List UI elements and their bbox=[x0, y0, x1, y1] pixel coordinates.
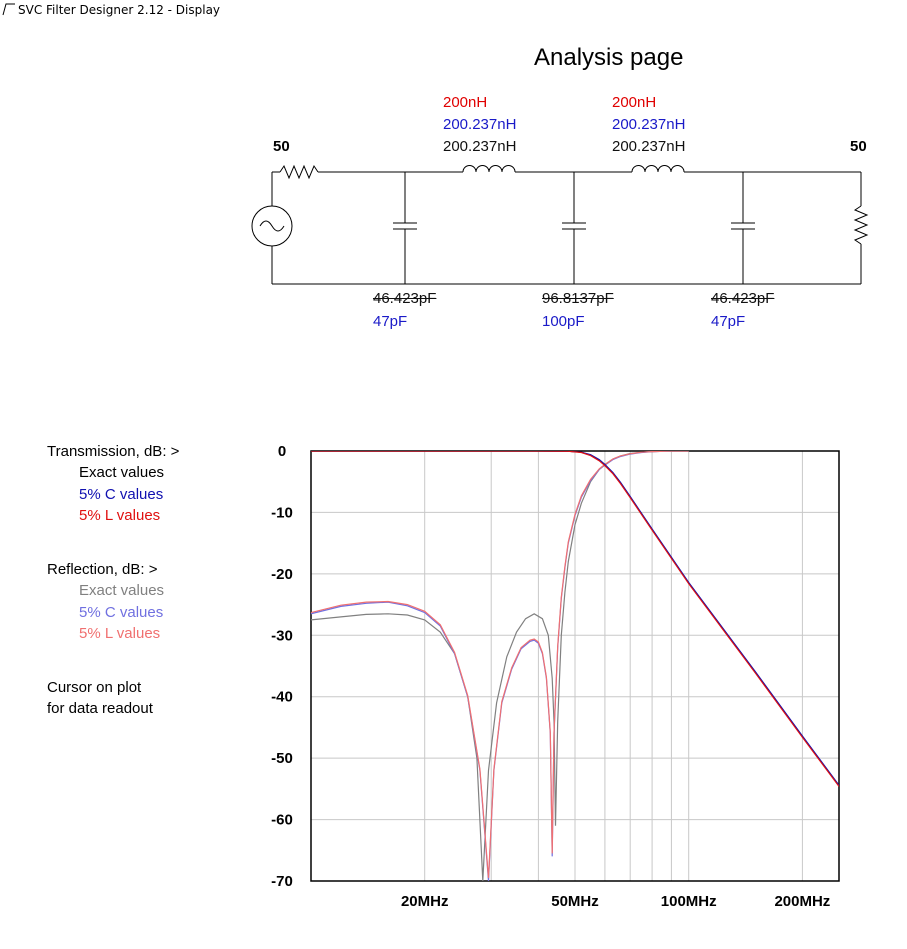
x-tick-label: 100MHz bbox=[661, 893, 717, 910]
series-line-reflection-5-c-values bbox=[311, 451, 689, 881]
l2-exact-label: 200.237nH bbox=[612, 138, 686, 155]
capacitor-2 bbox=[562, 172, 586, 284]
y-tick-label: -70 bbox=[271, 873, 293, 890]
y-tick-label: -20 bbox=[271, 566, 293, 583]
filter-schematic bbox=[251, 164, 869, 285]
legend-transmission-c-values: 5% C values bbox=[79, 486, 164, 503]
c2-nominal-label: 100pF bbox=[542, 313, 585, 330]
window-title: SVC Filter Designer 2.12 - Display bbox=[18, 3, 221, 17]
c2-exact-label: 96.8137pF bbox=[542, 290, 614, 307]
legend-reflection-exact: Exact values bbox=[79, 582, 165, 599]
y-tick-label: 0 bbox=[278, 443, 286, 460]
capacitor-3 bbox=[731, 172, 755, 284]
reflection-legend-header: Reflection, dB: > bbox=[47, 561, 158, 578]
filter-response-icon bbox=[2, 3, 15, 16]
source-impedance-label: 50 bbox=[273, 138, 290, 155]
inductor-2 bbox=[631, 165, 685, 173]
c1-nominal-label: 47pF bbox=[373, 313, 408, 330]
cursor-hint-line2: for data readout bbox=[47, 700, 153, 717]
y-tick-label: -10 bbox=[271, 504, 293, 521]
load-resistor bbox=[853, 205, 869, 245]
series-line-transmission-5-l-values bbox=[311, 451, 839, 787]
y-tick-label: -60 bbox=[271, 812, 293, 829]
x-tick-label: 50MHz bbox=[551, 893, 599, 910]
c3-nominal-label: 47pF bbox=[711, 313, 746, 330]
x-tick-label: 200MHz bbox=[774, 893, 830, 910]
l1-exact-label: 200.237nH bbox=[443, 138, 517, 155]
load-impedance-label: 50 bbox=[850, 138, 867, 155]
l1-nominal-label: 200nH bbox=[443, 94, 488, 111]
legend-reflection-l-values: 5% L values bbox=[79, 625, 161, 642]
plot-frame bbox=[310, 450, 840, 882]
l1-c-values-label: 200.237nH bbox=[443, 116, 517, 133]
series-line-reflection-5-l-values bbox=[311, 451, 689, 878]
x-tick-label: 20MHz bbox=[401, 893, 449, 910]
capacitor-1 bbox=[393, 172, 417, 284]
page-title: Analysis page bbox=[534, 44, 684, 71]
legend-transmission-exact: Exact values bbox=[79, 464, 165, 481]
transmission-legend-header: Transmission, dB: > bbox=[47, 443, 180, 460]
series-line-reflection-exact-values bbox=[311, 451, 689, 881]
l2-c-values-label: 200.237nH bbox=[612, 116, 686, 133]
c3-exact-label: 46.423pF bbox=[711, 290, 775, 307]
l2-nominal-label: 200nH bbox=[612, 94, 657, 111]
response-plot[interactable]: 0 -10 -20 -30 -40 -50 -60 -70 20MHz 50MHz 100MHz 20… bbox=[0, 430, 907, 930]
y-tick-label: -40 bbox=[271, 689, 293, 706]
y-tick-label: -30 bbox=[271, 627, 293, 644]
legend-transmission-l-values: 5% L values bbox=[79, 507, 161, 524]
source-resistor bbox=[279, 164, 319, 180]
c1-exact-label: 46.423pF bbox=[373, 290, 437, 307]
y-tick-label: -50 bbox=[271, 750, 293, 767]
cursor-hint-line1: Cursor on plot bbox=[47, 679, 142, 696]
title-bar: SVC Filter Designer 2.12 - Display bbox=[0, 0, 907, 22]
inductor-1 bbox=[462, 165, 516, 173]
legend-reflection-c-values: 5% C values bbox=[79, 604, 164, 621]
